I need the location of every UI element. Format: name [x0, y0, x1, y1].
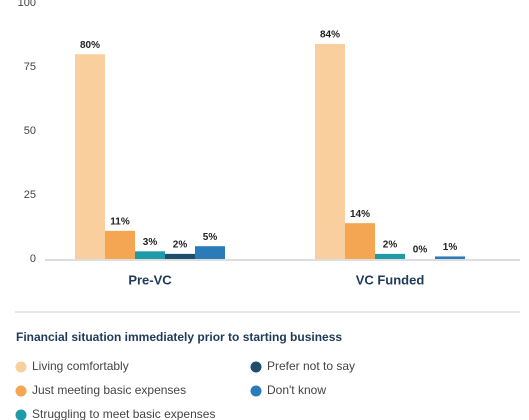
legend-swatch	[250, 361, 262, 373]
bar	[345, 223, 375, 259]
legend-label: Prefer not to say	[267, 359, 355, 373]
value-label: 1%	[443, 242, 458, 253]
value-label: 14%	[350, 209, 370, 220]
value-label: 84%	[320, 30, 340, 41]
legend-swatch	[15, 385, 27, 397]
y-tick-label: 75	[24, 61, 36, 73]
value-label: 11%	[110, 216, 130, 227]
value-label: 80%	[80, 40, 100, 51]
bar	[315, 43, 345, 260]
y-tick-label: 25	[24, 189, 36, 201]
bar	[435, 256, 465, 259]
bar	[105, 230, 135, 259]
legend-label: Struggling to meet basic expenses	[32, 407, 215, 420]
bar	[375, 253, 405, 259]
y-tick-label: 100	[18, 0, 36, 9]
x-tick-label: VC Funded	[356, 272, 425, 287]
legend-label: Living comfortably	[32, 359, 129, 373]
legend-swatch	[15, 361, 27, 373]
value-label: 2%	[383, 240, 398, 251]
value-label: 0%	[413, 245, 428, 256]
legend-label: Don't know	[267, 383, 326, 397]
bar	[135, 251, 165, 259]
legend-title: Financial situation immediately prior to…	[16, 330, 342, 344]
y-tick-label: 50	[24, 125, 36, 137]
value-label: 5%	[203, 232, 218, 243]
value-label: 3%	[143, 237, 158, 248]
x-tick-label: Pre-VC	[128, 272, 172, 287]
legend-swatch	[15, 409, 27, 420]
legend-swatch	[250, 385, 262, 397]
value-label: 2%	[173, 240, 188, 251]
bar	[75, 54, 105, 260]
y-tick-label: 0	[30, 253, 36, 265]
bar	[165, 253, 195, 259]
legend-label: Just meeting basic expenses	[32, 383, 186, 397]
bar	[195, 246, 225, 259]
